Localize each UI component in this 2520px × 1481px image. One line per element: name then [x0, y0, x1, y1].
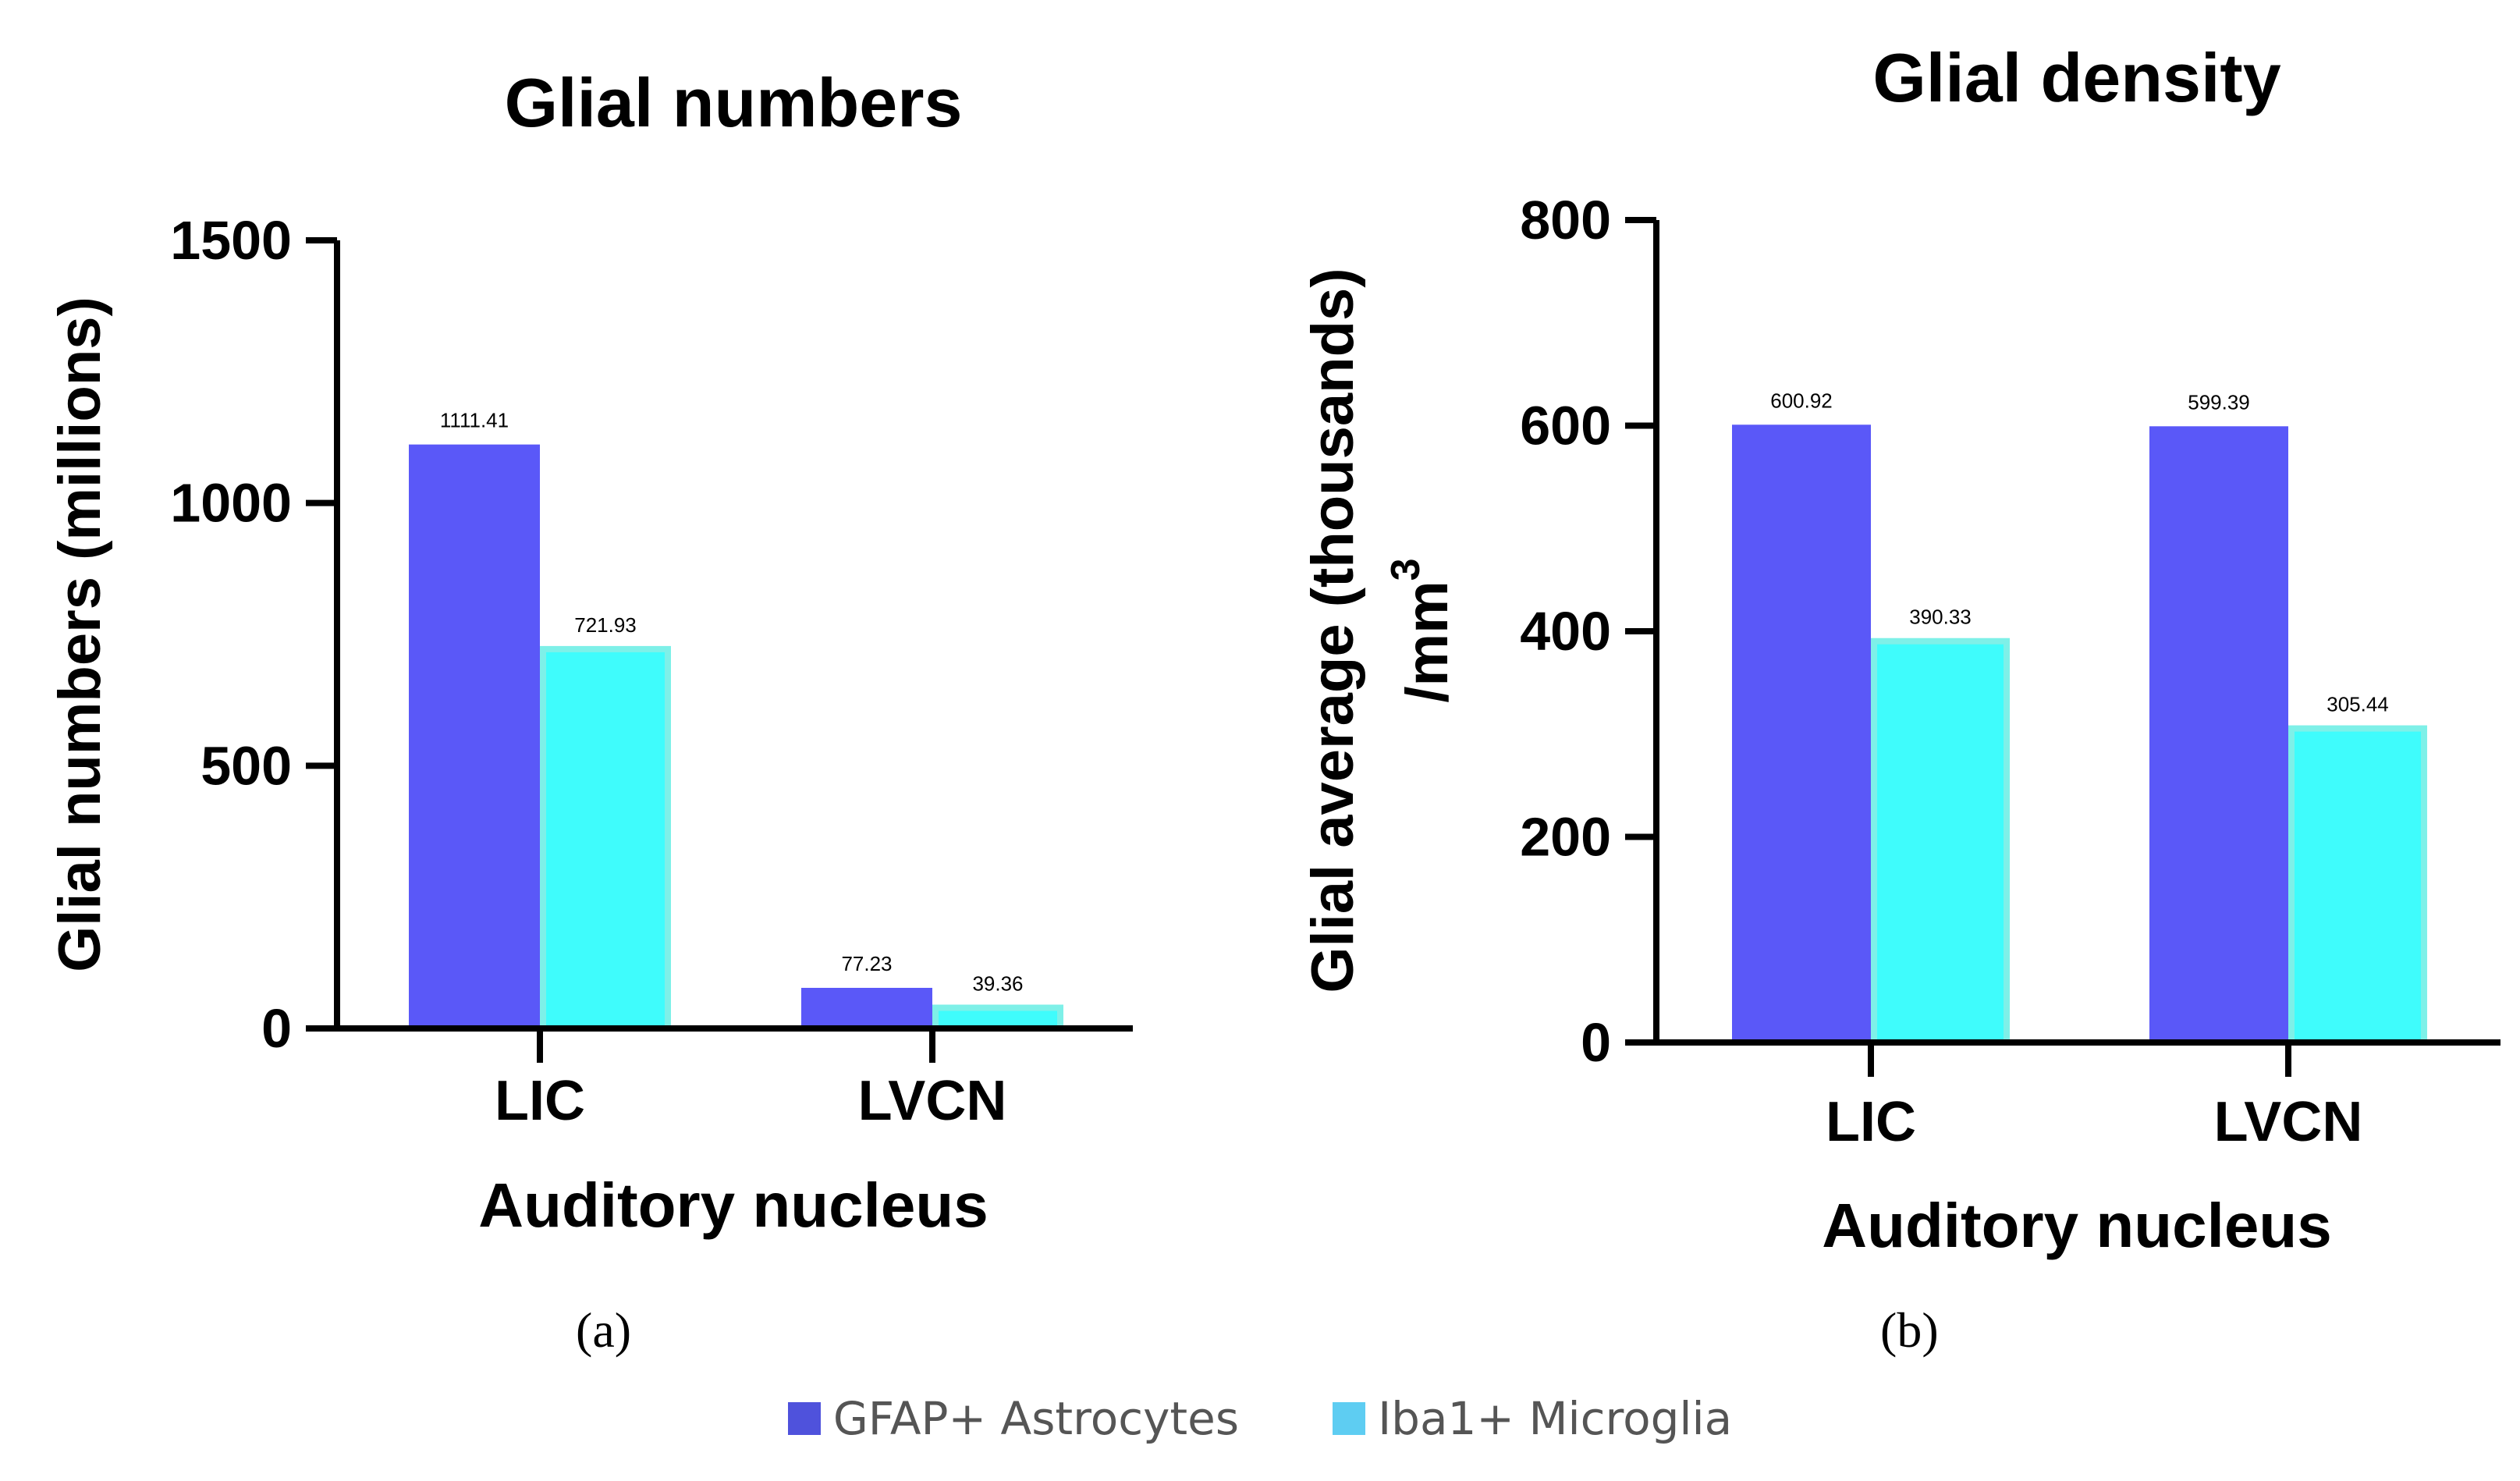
y-tick-label: 0	[1581, 1012, 1611, 1073]
legend-item-microglia: Iba1+ Microglia	[1333, 1392, 1732, 1445]
bar-astrocytes-lic	[1732, 424, 1871, 1042]
legend-label-microglia: Iba1+ Microglia	[1378, 1392, 1733, 1445]
x-tick-label: LIC	[1826, 1091, 1916, 1153]
y-axis-units-superscript: 3	[1383, 558, 1429, 581]
y-tick-label: 500	[201, 735, 292, 796]
y-axis-title: Glial numbers (millions)	[47, 297, 113, 972]
data-label: 599.39	[2188, 390, 2250, 414]
legend: GFAP+ Astrocytes Iba1+ Microglia	[0, 1387, 2520, 1450]
legend-swatch-microglia	[1333, 1402, 1366, 1435]
y-tick-label: 600	[1520, 396, 1611, 456]
bar-microglia-lic	[1871, 638, 2010, 1046]
x-tick-label: LVCN	[858, 1070, 1007, 1132]
y-tick-label: 400	[1520, 601, 1611, 662]
y-tick-label: 200	[1520, 807, 1611, 868]
data-label: 305.44	[2327, 693, 2389, 716]
chart-b: Glial density 600.92 390.33 599.39 305.44 0 20…	[1300, 39, 2500, 1260]
data-label: 721.93	[574, 613, 637, 637]
chart-a: Glial numbers 1111.41 721.93 77.23 39.36 0 500…	[47, 64, 1133, 1240]
y-axis-title-units: /mm3	[1383, 558, 1461, 702]
bar-astrocytes-lic	[409, 444, 540, 1028]
y-tick-label: 0	[261, 998, 292, 1059]
panel-label-a: (a)	[576, 1302, 632, 1358]
y-axis-units-text: /mm	[1394, 581, 1461, 702]
data-label: 390.33	[1909, 606, 1972, 629]
data-label: 77.23	[841, 952, 892, 975]
chart-title: Glial density	[1872, 39, 2280, 116]
y-tick-label: 800	[1520, 190, 1611, 250]
panel-label-b: (b)	[1880, 1302, 1939, 1358]
y-axis-title: Glial average (thousands)	[1300, 268, 1366, 993]
data-label: 600.92	[1770, 389, 1833, 412]
chart-title: Glial numbers	[505, 64, 963, 141]
data-label: 1111.41	[440, 409, 509, 432]
legend-label-astrocytes: GFAP+ Astrocytes	[832, 1392, 1240, 1445]
bar-astrocytes-lvcn	[801, 987, 932, 1028]
bar-microglia-lvcn	[2288, 725, 2427, 1046]
y-tick-label: 1000	[170, 473, 292, 534]
x-tick-label: LVCN	[2214, 1091, 2363, 1153]
bar-astrocytes-lvcn	[2149, 426, 2288, 1042]
x-axis-title: Auditory nucleus	[478, 1170, 988, 1240]
bar-microglia-lic	[540, 645, 671, 1032]
legend-item-astrocytes: GFAP+ Astrocytes	[787, 1392, 1240, 1445]
legend-swatch-astrocytes	[787, 1402, 821, 1435]
data-label: 39.36	[972, 971, 1023, 995]
x-tick-label: LIC	[495, 1070, 585, 1132]
y-tick-label: 1500	[170, 210, 292, 271]
x-axis-title: Auditory nucleus	[1822, 1191, 2331, 1260]
